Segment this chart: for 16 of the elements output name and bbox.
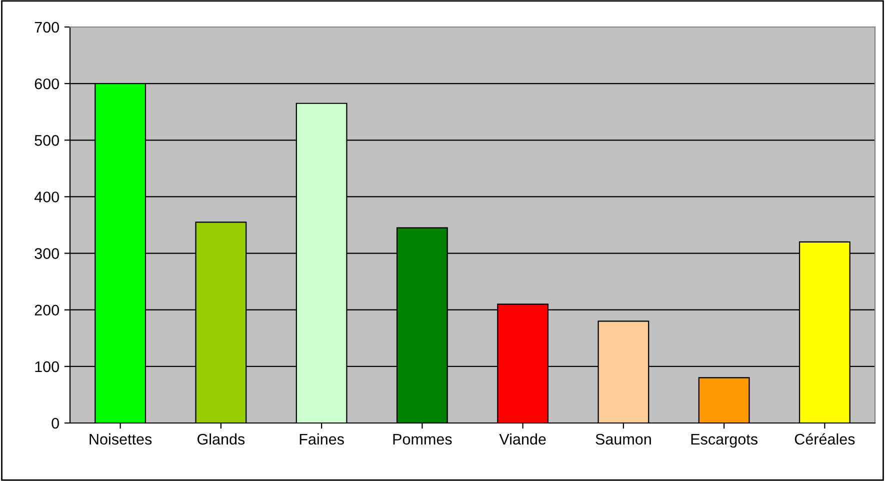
x-tick-label: Escargots (691, 434, 758, 448)
x-tick-label: Noisettes (90, 433, 152, 445)
y-tick-label: 100 (35, 361, 59, 372)
y-tick-label: 700 (34, 22, 59, 33)
y-tick-label: 400 (34, 192, 59, 202)
x-tick-label: Glands (198, 433, 245, 445)
y-tick-label: 0 (52, 418, 59, 429)
y-tick-label: 600 (34, 78, 59, 90)
x-tick-label: Saumon (596, 434, 651, 445)
x-tick-label: Céréales (794, 433, 855, 445)
y-tick-label: 500 (34, 135, 59, 146)
x-tick-label: Viande (499, 433, 546, 445)
x-tick-label: Faines (300, 433, 344, 445)
x-tick-label: Pommes (393, 434, 452, 445)
y-tick-label: 300 (34, 248, 59, 259)
y-tick-label: 200 (34, 304, 59, 316)
